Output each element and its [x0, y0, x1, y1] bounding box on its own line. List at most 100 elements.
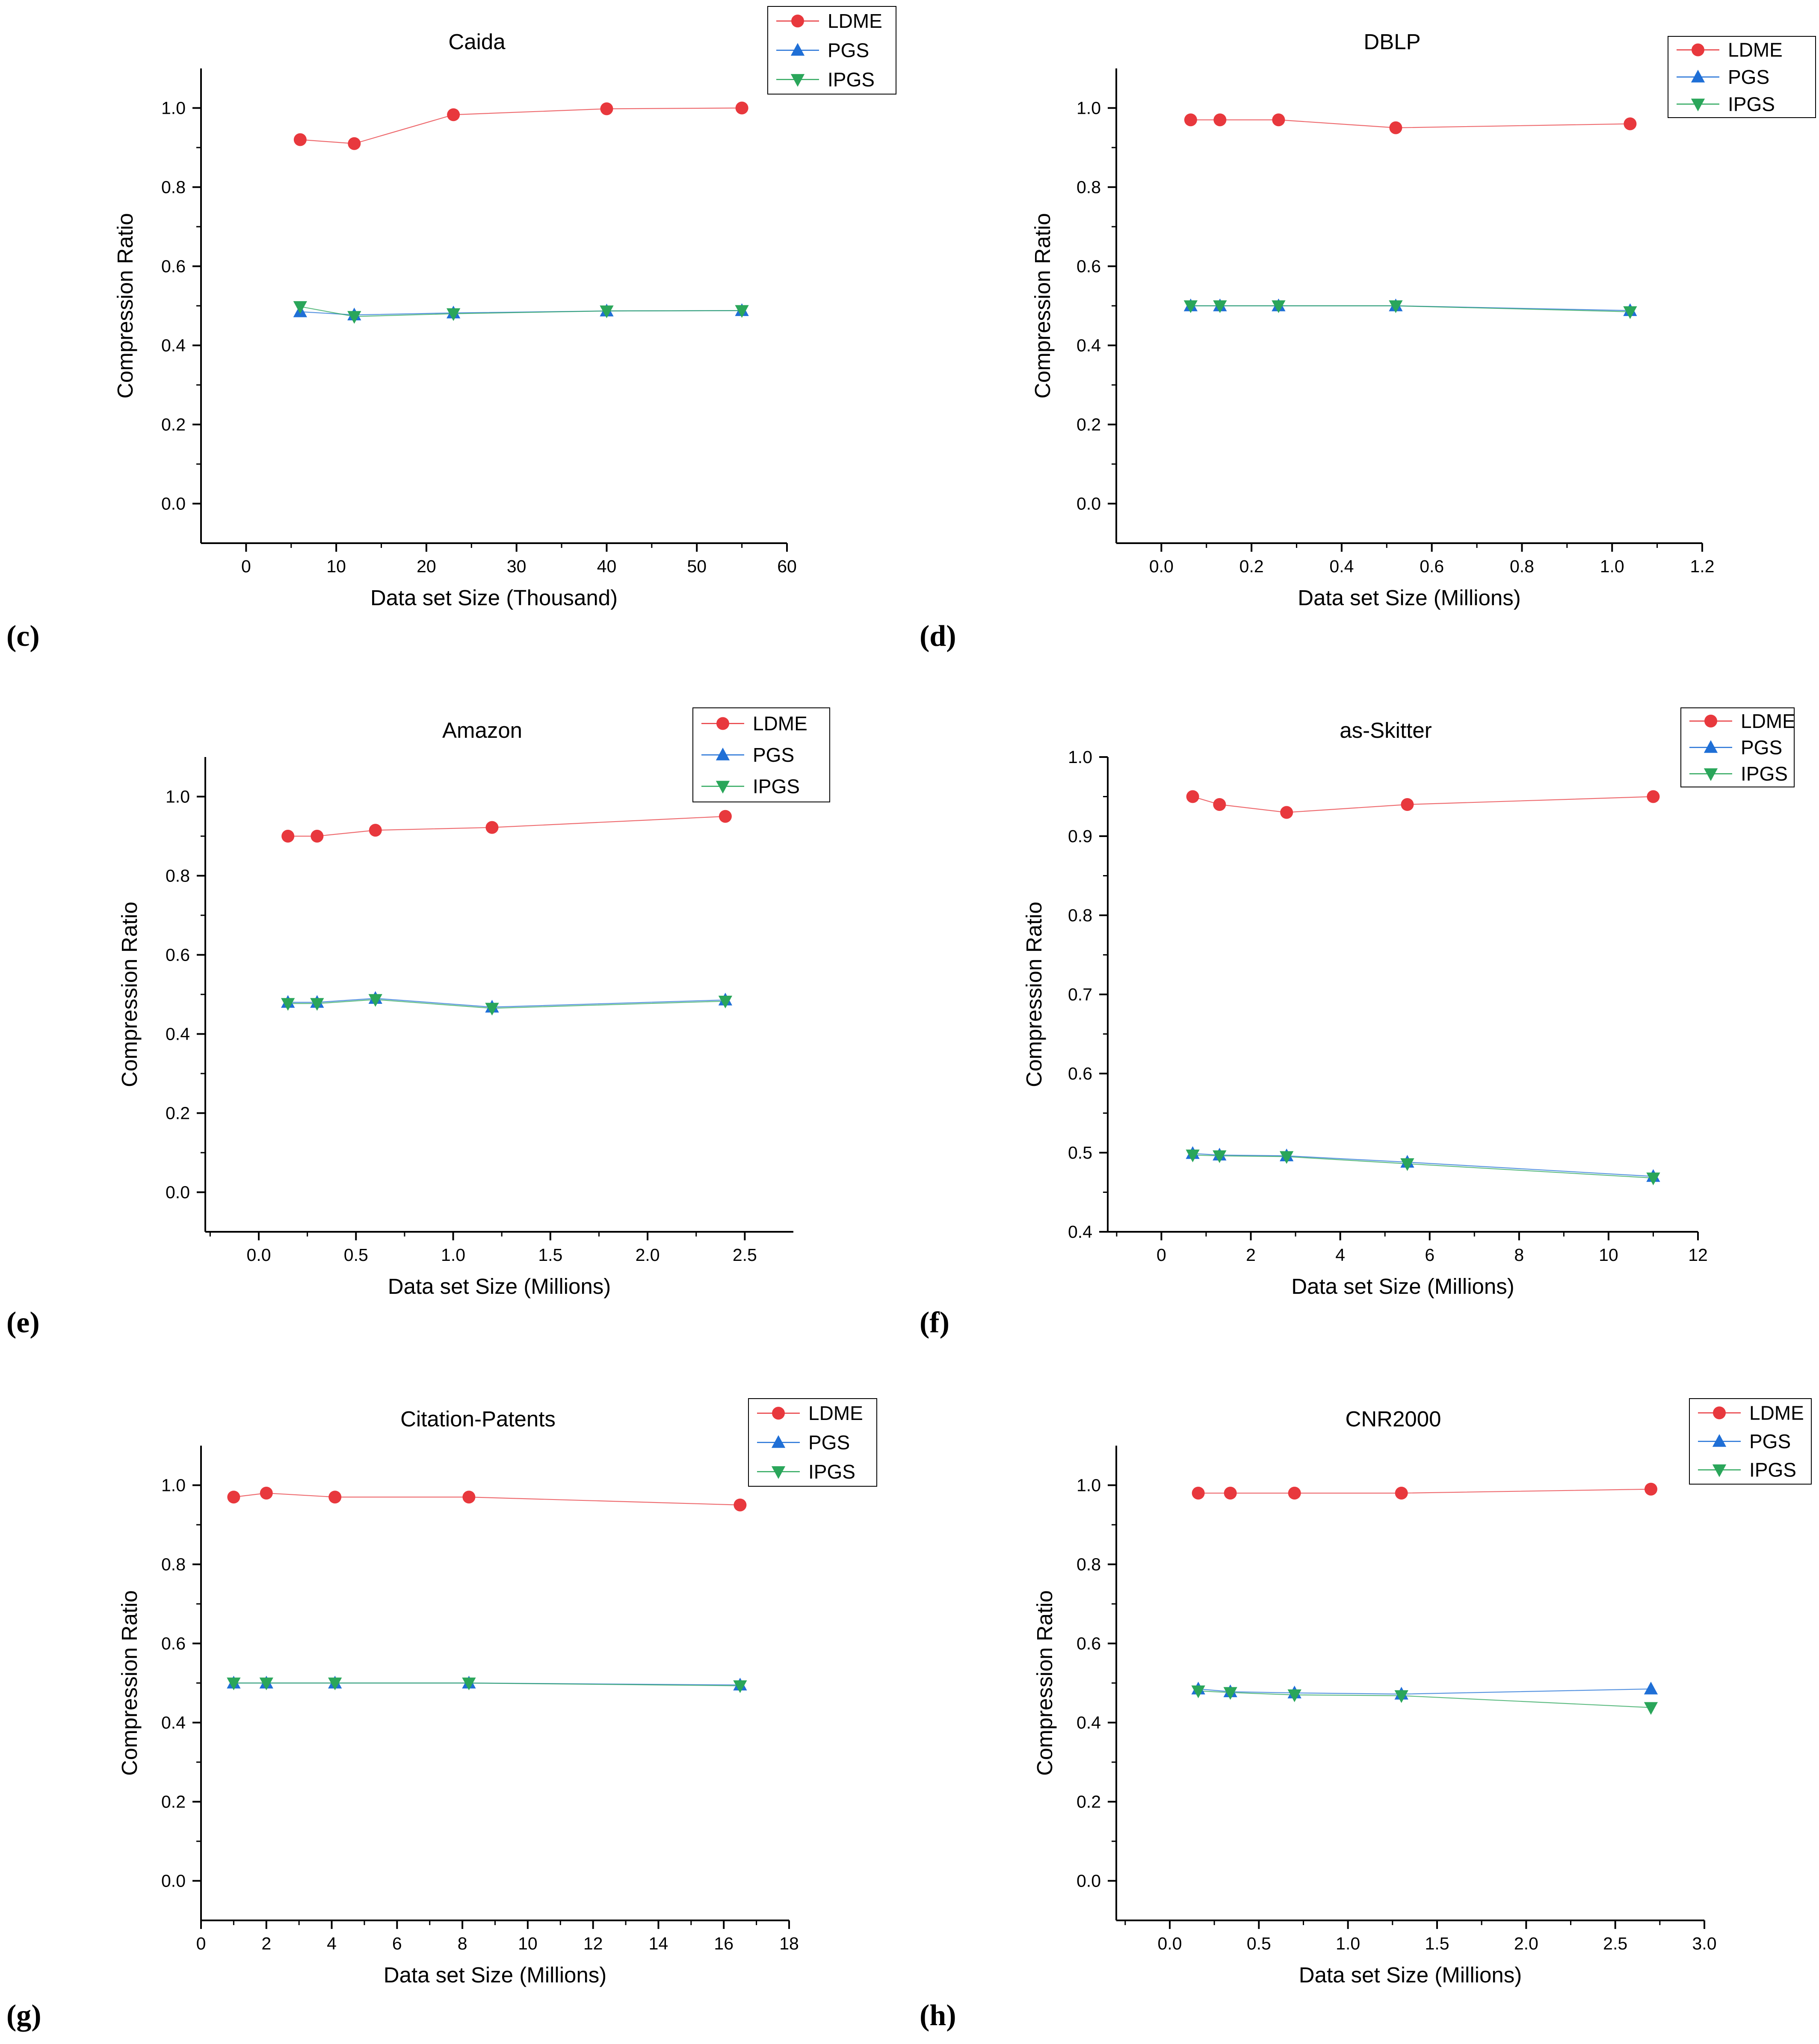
data-point-ldme [462, 1491, 476, 1504]
data-point-ldme [1272, 113, 1285, 127]
data-point-ldme [369, 824, 382, 837]
series-line-ldme [1192, 796, 1653, 813]
data-point-ldme [311, 830, 324, 843]
data-point-ipgs [293, 301, 307, 314]
legend: LDME PGS IPGS [1668, 36, 1816, 118]
data-point-ldme [328, 1491, 342, 1504]
x-axis-label: Data set Size (Millions) [1291, 1274, 1514, 1299]
legend-marker-ldme [791, 15, 804, 28]
data-point-ipgs [718, 995, 733, 1009]
data-point-ipgs [281, 998, 295, 1011]
y-tick-label: 0.5 [1068, 1143, 1092, 1163]
data-point-ipgs [1287, 1689, 1301, 1702]
legend-marker-pgs [716, 748, 730, 760]
x-tick-label: 60 [777, 556, 797, 576]
series-line-ldme [1198, 1488, 1651, 1494]
y-tick-label: 1.0 [1077, 98, 1101, 118]
data-point-ipgs [1186, 1149, 1200, 1163]
data-point-ipgs [1644, 1702, 1658, 1715]
legend-label-ipgs: IPGS [1728, 93, 1775, 115]
chart-panel-4: 0 2 4 6 8 10 12 0.4 0.5 0.6 0.7 0.8 0.9 1.0 as-Skitter… [920, 707, 1795, 1339]
y-axis-label: Compression Ratio [113, 213, 137, 399]
data-point-ldme [734, 1498, 747, 1512]
legend: LDME PGS IPGS [748, 1398, 877, 1487]
x-tick-label: 4 [327, 1934, 337, 1953]
x-tick-label: 12 [1688, 1245, 1708, 1265]
y-axis-label: Compression Ratio [117, 902, 142, 1087]
data-point-ldme [1280, 806, 1293, 819]
data-point-ipgs [310, 998, 324, 1011]
legend: LDME PGS IPGS [1689, 1398, 1812, 1485]
data-point-ldme [260, 1487, 273, 1500]
y-tick-label: 1.0 [1068, 747, 1092, 767]
data-point-ipgs [328, 1677, 342, 1690]
legend-marker-ldme [1713, 1406, 1726, 1420]
data-point-ldme [281, 830, 295, 843]
panel-label: (h) [920, 1999, 956, 2032]
x-axis-label: Data set Size (Millions) [388, 1274, 611, 1299]
data-point-ipgs [1191, 1685, 1205, 1698]
legend-label-pgs: PGS [808, 1432, 850, 1454]
x-axis-label: Data set Size (Millions) [1299, 1963, 1522, 1987]
legend-label-ldme: LDME [1749, 1402, 1804, 1424]
legend-label-ipgs: IPGS [1749, 1459, 1796, 1481]
x-tick-label: 1.2 [1690, 556, 1715, 576]
data-point-ldme [1288, 1487, 1301, 1500]
legend-marker-ipgs [1712, 1464, 1727, 1477]
data-point-ldme [1624, 117, 1637, 130]
x-tick-label: 0.4 [1329, 556, 1354, 576]
y-tick-label: 0.6 [166, 945, 190, 965]
data-point-ipgs [600, 305, 614, 319]
series-line-pgs [1198, 1688, 1651, 1695]
y-tick-label: 0.2 [161, 1792, 186, 1812]
legend-label-ipgs: IPGS [753, 775, 800, 797]
legend-label-ldme: LDME [753, 713, 807, 735]
x-tick-label: 1.0 [1600, 556, 1624, 576]
data-point-ipgs [1223, 1687, 1237, 1700]
data-point-ipgs [1400, 1158, 1414, 1171]
y-tick-label: 0.8 [161, 1555, 186, 1574]
panel-label: (f) [920, 1306, 949, 1339]
x-tick-label: 2.5 [1603, 1934, 1627, 1953]
legend-marker-pgs [771, 1435, 786, 1448]
data-point-ipgs [1389, 300, 1403, 313]
legend-marker-ipgs [790, 74, 805, 87]
series-line-ldme [1190, 119, 1630, 128]
data-point-pgs [1644, 1681, 1658, 1695]
data-point-ldme [293, 133, 307, 146]
chart-title: Citation-Patents [400, 1407, 556, 1431]
data-point-ldme [1213, 798, 1226, 811]
y-tick-label: 0.6 [1068, 1064, 1092, 1083]
x-tick-label: 40 [597, 556, 617, 576]
y-tick-label: 0.6 [1077, 257, 1101, 276]
data-point-ipgs [368, 994, 382, 1007]
panel-label: (g) [6, 1999, 41, 2032]
data-point-ldme [719, 810, 732, 823]
panel-label: (e) [6, 1306, 40, 1339]
data-point-ldme [1389, 121, 1402, 134]
series-line-ldme [288, 816, 725, 837]
data-point-ldme [1647, 790, 1660, 803]
x-axis-label: Data set Size (Thousand) [370, 586, 618, 610]
chart-title: DBLP [1364, 30, 1420, 54]
y-axis-label: Compression Ratio [117, 1590, 142, 1776]
data-point-ipgs [1213, 300, 1227, 313]
x-tick-label: 18 [779, 1934, 799, 1953]
legend-marker-ipgs [771, 1466, 786, 1479]
chart-panel-3: 0.0 0.5 1.0 1.5 2.0 2.5 0.0 0.2 0.4 0.6 0.8 1.0 Amaz… [6, 707, 830, 1339]
x-tick-label: 1.5 [1425, 1934, 1449, 1953]
y-axis-label: Compression Ratio [1022, 902, 1046, 1087]
legend-label-ipgs: IPGS [828, 68, 875, 91]
x-tick-label: 16 [714, 1934, 734, 1953]
y-tick-label: 0.4 [166, 1024, 190, 1044]
y-tick-label: 0.2 [161, 415, 186, 435]
x-tick-label: 2 [1246, 1245, 1256, 1265]
series-line-ipgs [1192, 1154, 1653, 1179]
legend-marker-ipgs [716, 781, 730, 794]
legend-marker-pgs [1712, 1434, 1727, 1447]
y-tick-label: 0.0 [161, 494, 186, 514]
y-tick-label: 0.0 [1077, 1871, 1101, 1891]
chart-title: Caida [448, 30, 506, 54]
y-tick-label: 0.9 [1068, 826, 1092, 846]
